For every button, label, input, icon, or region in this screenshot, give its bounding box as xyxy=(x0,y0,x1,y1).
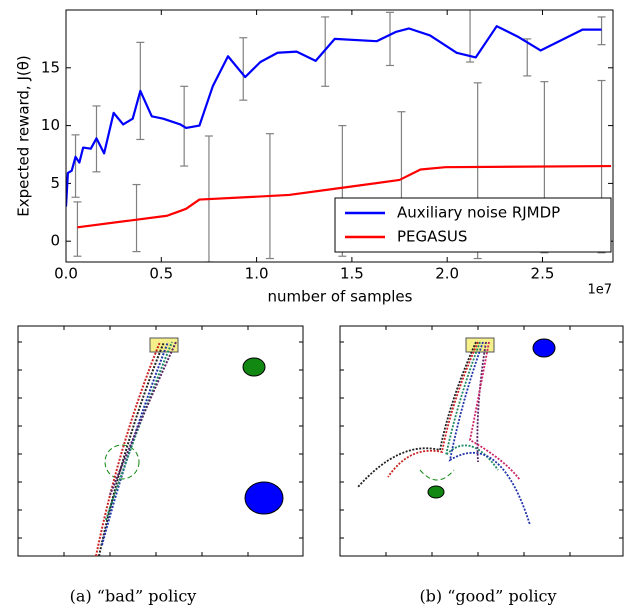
green-obstacle xyxy=(427,485,445,499)
green-obstacle xyxy=(242,357,266,377)
trajectories xyxy=(357,341,531,526)
x-tick-label: 1.5 xyxy=(340,265,364,283)
y-tick-label: 5 xyxy=(50,174,60,192)
series-line xyxy=(66,25,602,207)
panel-frame xyxy=(339,325,624,557)
panel-ticks xyxy=(18,326,303,556)
reward-chart: 0.0 0.5 1.0 1.5 2.0 2.5 0 5 10 15 Auxiliary noise … xyxy=(41,9,614,283)
dashed-region xyxy=(419,469,455,481)
panel-caption: (b) “good” policy xyxy=(419,587,556,606)
legend-label: Auxiliary noise RJMDP xyxy=(397,204,560,222)
legend-label: PEGASUS xyxy=(397,228,467,246)
y-tick-label: 0 xyxy=(50,232,60,250)
panel-frame xyxy=(17,325,304,557)
trajectories xyxy=(95,341,177,557)
x-tick-label: 1.0 xyxy=(245,265,269,283)
legend-box xyxy=(334,197,612,253)
panel-b xyxy=(339,325,624,557)
y-tick-label: 10 xyxy=(41,116,60,134)
x-tick-label: 2.0 xyxy=(435,265,459,283)
x-offset-label: 1e7 xyxy=(587,283,612,298)
y-axis-label: Expected reward, J(θ) xyxy=(15,55,33,217)
plot-frame xyxy=(65,9,614,263)
x-tick-label: 0.5 xyxy=(149,265,173,283)
panel-caption: (a) “bad” policy xyxy=(70,587,197,606)
panel-ticks xyxy=(340,326,623,556)
dashed-region xyxy=(104,444,140,480)
blue-obstacle xyxy=(532,338,556,358)
x-tick-label: 0.0 xyxy=(54,265,78,283)
series-line xyxy=(77,164,612,229)
panel-a xyxy=(17,325,304,557)
y-tick-label: 15 xyxy=(41,58,60,76)
blue-obstacle xyxy=(244,481,284,515)
x-axis-label: number of samples xyxy=(268,288,413,306)
goal-box xyxy=(149,337,179,353)
x-tick-label: 2.5 xyxy=(531,265,555,283)
